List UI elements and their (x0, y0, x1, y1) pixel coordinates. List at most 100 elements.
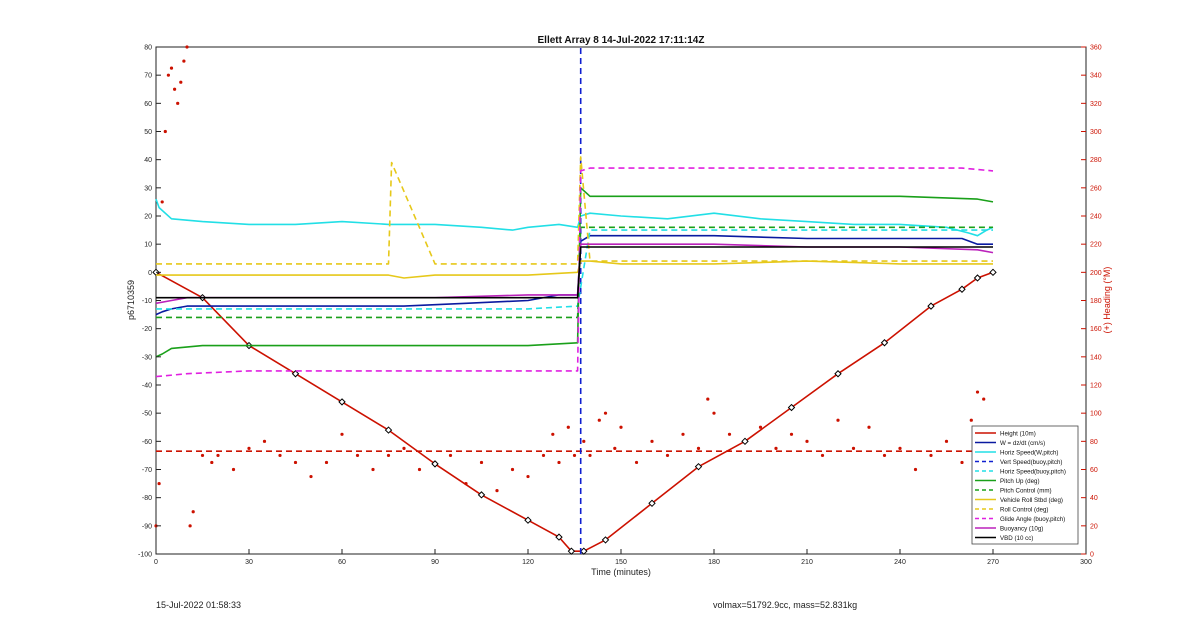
heading-point (913, 467, 918, 472)
heading-point (417, 467, 422, 472)
heading-point (157, 481, 161, 486)
heading-point (371, 467, 375, 472)
heading-point (231, 467, 236, 472)
y2-tick-label: 240 (1090, 214, 1102, 221)
x-tick-label: 300 (1080, 559, 1092, 566)
height-marker (834, 370, 842, 378)
heading-point (479, 460, 484, 465)
heading-point (619, 425, 623, 429)
x-tick-label: 270 (987, 559, 999, 566)
y-tick-label: -80 (142, 495, 152, 502)
heading-point (510, 467, 515, 472)
x-tick-label: 210 (801, 559, 813, 566)
heading-point (163, 129, 167, 134)
legend-label: Glide Angle (buoy,pitch) (1000, 516, 1065, 523)
heading-point (557, 460, 561, 465)
heading-point (774, 446, 778, 450)
y-tick-label: -20 (142, 326, 152, 333)
y2-axis-label: (+) Heading (°M) (1102, 267, 1112, 334)
legend-label: Pitch Control (mm) (1000, 488, 1052, 495)
y2-tick-label: 160 (1090, 326, 1102, 333)
height-marker (477, 491, 486, 499)
footer-vol-mass: volmax=51792.9cc, mass=52.831kg (713, 600, 858, 610)
y-tick-label: -50 (142, 411, 152, 418)
y2-tick-label: 120 (1090, 383, 1102, 390)
y2-tick-label: 340 (1090, 73, 1102, 80)
plot-area (155, 46, 1087, 555)
y2-tick-label: 100 (1090, 411, 1102, 418)
heading-point (216, 453, 220, 458)
height-marker (524, 516, 532, 524)
y-tick-label: 10 (144, 242, 152, 249)
heading-point (526, 474, 530, 479)
heading-point (210, 460, 214, 465)
heading-point (898, 446, 902, 450)
y2-tick-label: 40 (1090, 495, 1098, 502)
series-line (156, 226, 993, 319)
y-tick-label: 80 (144, 45, 152, 52)
heading-point (634, 460, 639, 465)
heading-point (324, 460, 329, 465)
heading-point (758, 425, 763, 429)
legend: Height (10m) W = dz/dt (cm/s) Horiz Speed(… (971, 425, 1079, 545)
heading-point (851, 446, 856, 450)
heading-point (836, 418, 840, 422)
y2-tick-label: 200 (1090, 270, 1102, 277)
y-tick-label: 0 (148, 270, 152, 277)
y2-tick-label: 20 (1090, 523, 1098, 530)
height-marker (384, 426, 393, 434)
height-marker (567, 547, 576, 555)
heading-point (169, 66, 174, 70)
heading-point (882, 453, 887, 458)
x-tick-label: 30 (245, 559, 253, 566)
heading-point (340, 432, 344, 436)
heading-point (603, 411, 608, 415)
heading-point (696, 446, 701, 450)
y-tick-label: -70 (142, 467, 152, 474)
heading-point (582, 439, 586, 443)
legend-label: VBD (10 cc) (1000, 535, 1033, 542)
x-tick-label: 180 (708, 559, 720, 566)
legend-label: Horiz Speed(buoy,pitch) (1000, 469, 1066, 476)
heading-point (960, 460, 964, 465)
heading-point (712, 411, 716, 415)
legend-label: Buoyancy (10g) (1000, 526, 1043, 533)
y2-tick-label: 140 (1090, 354, 1102, 361)
y2-tick-label: 180 (1090, 298, 1102, 305)
height-marker (555, 533, 563, 541)
legend-label: W = dz/dt (cm/s) (1000, 440, 1045, 447)
y-tick-label: -60 (142, 439, 152, 446)
heading-point (173, 87, 177, 91)
heading-point (727, 432, 732, 436)
height-marker (973, 274, 982, 282)
heading-point (185, 45, 189, 49)
axes-layer: 0 30 60 90 120 150 180 210 240 270 300-100-90-80-7… (138, 45, 1102, 567)
height-marker (431, 460, 439, 468)
y-tick-label: -90 (142, 523, 152, 530)
height-marker (958, 285, 966, 293)
x-tick-label: 150 (615, 559, 627, 566)
footer-timestamp: 15-Jul-2022 01:58:33 (156, 600, 242, 610)
heading-point (495, 489, 499, 493)
x-tick-label: 240 (894, 559, 906, 566)
height-marker (927, 302, 935, 310)
heading-point (262, 439, 267, 443)
heading-point (982, 397, 986, 401)
heading-point (929, 453, 933, 458)
series-line (156, 229, 993, 310)
heading-point (975, 390, 980, 394)
heading-point (572, 453, 577, 458)
heading-point (293, 460, 298, 465)
heading-point (386, 453, 391, 458)
y-tick-label: 20 (144, 214, 152, 221)
y-tick-label: -40 (142, 383, 152, 390)
height-marker (989, 268, 997, 277)
heading-point (867, 425, 871, 429)
height-marker (880, 339, 889, 347)
series-line (156, 156, 993, 265)
x-tick-label: 60 (338, 559, 346, 566)
y-tick-label: -10 (142, 298, 152, 305)
y2-tick-label: 360 (1090, 45, 1102, 52)
heading-point (182, 59, 186, 63)
